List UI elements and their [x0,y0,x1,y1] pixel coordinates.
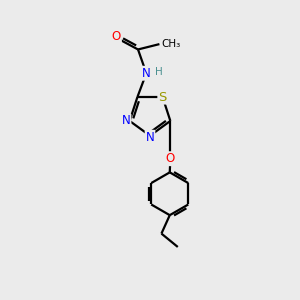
Text: CH₃: CH₃ [161,39,180,49]
Text: N: N [146,131,154,144]
Text: H: H [155,67,162,77]
Text: O: O [166,152,175,165]
Text: N: N [122,114,130,128]
Text: N: N [142,67,151,80]
Text: S: S [158,91,167,103]
Text: O: O [112,30,121,43]
